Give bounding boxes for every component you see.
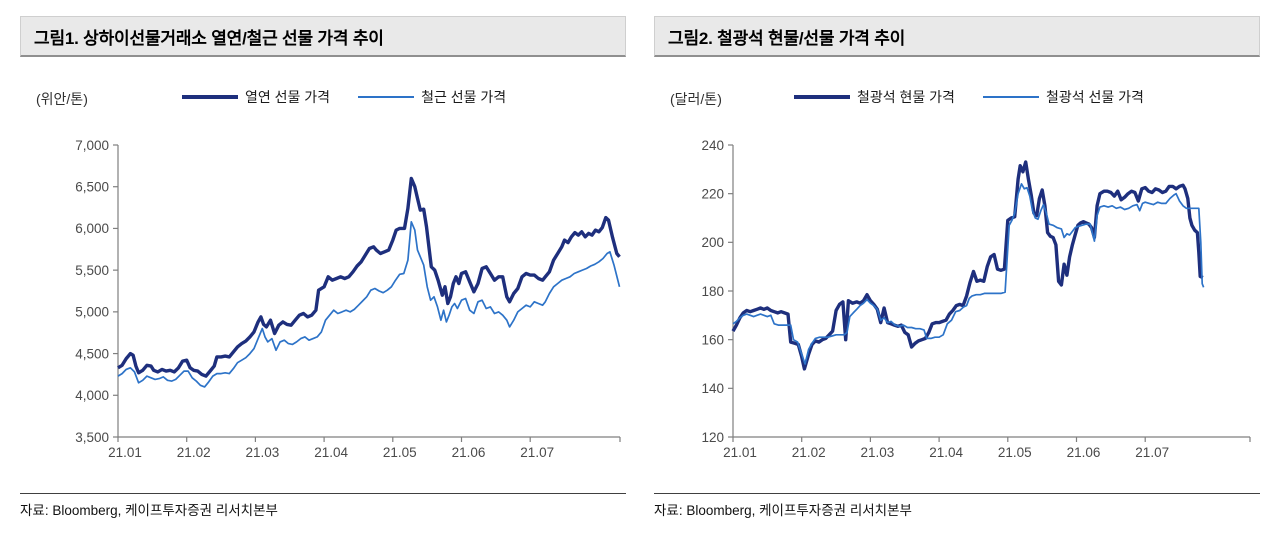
- series-line-1: [732, 183, 1205, 365]
- figure2-title: 그림2. 철광석 현물/선물 가격 추이: [668, 28, 906, 48]
- legend-item: 철광석 선물 가격: [982, 87, 1144, 107]
- y-tick-label: 7,000: [75, 138, 109, 153]
- y-tick-label: 140: [701, 381, 724, 396]
- y-tick-label: 5,000: [75, 305, 109, 320]
- y-tick-label: 4,000: [75, 388, 109, 403]
- y-tick-label: 120: [701, 430, 724, 445]
- figure1-chart-region: (위안/톤) 열연 선물 가격 철근 선물 가격 7,000 6,500 6,000…: [20, 75, 626, 475]
- figure1-title: 그림1. 상하이선물거래소 열연/철근 선물 가격 추이: [34, 28, 384, 48]
- legend-item: 열연 선물 가격: [182, 87, 330, 107]
- series-line-0: [117, 176, 621, 378]
- figure1-legend: 열연 선물 가격 철근 선물 가격: [182, 87, 506, 107]
- y-tick-label: 240: [701, 138, 724, 153]
- y-tick-label: 5,500: [75, 263, 109, 278]
- legend-label: 철광석 선물 가격: [1045, 89, 1144, 105]
- series-line-0: [731, 160, 1204, 371]
- figure2-legend: 철광석 현물 가격 철광석 선물 가격: [794, 87, 1144, 107]
- y-tick-label: 3,500: [75, 430, 109, 445]
- figure-panel-1: 그림1. 상하이선물거래소 열연/철근 선물 가격 추이 (위안/톤) 열연 선…: [20, 16, 626, 518]
- legend-item: 철근 선물 가격: [358, 87, 506, 107]
- legend-item: 철광석 현물 가격: [794, 87, 955, 107]
- x-tick-label: 21.04: [929, 445, 963, 460]
- y-tick-label: 6,500: [75, 180, 109, 195]
- figure1-line-chart: 7,000 6,500 6,000 5,500 5,000 4,500 4,000 3,500…: [75, 138, 621, 460]
- y-tick-label: 160: [701, 332, 724, 347]
- x-tick-label: 21.03: [246, 445, 280, 460]
- figure1-source-note: 자료: Bloomberg, 케이프투자증권 리서치본부: [20, 493, 626, 519]
- x-tick-label: 21.01: [723, 445, 757, 460]
- figure2-source-note: 자료: Bloomberg, 케이프투자증권 리서치본부: [654, 493, 1260, 519]
- figure2-y-axis-unit: (달러/톤): [670, 91, 722, 107]
- y-tick-label: 200: [701, 235, 724, 250]
- x-tick-label: 21.07: [520, 445, 554, 460]
- legend-label: 철근 선물 가격: [421, 89, 507, 105]
- light-line-swatch: [982, 96, 1039, 98]
- figure-panel-2: 그림2. 철광석 현물/선물 가격 추이 (달러/톤) 철광석 현물 가격 철광…: [654, 16, 1260, 518]
- x-tick-label: 21.01: [108, 445, 142, 460]
- x-tick-label: 21.07: [1135, 445, 1169, 460]
- x-tick-label: 21.06: [452, 445, 486, 460]
- x-tick-label: 21.03: [861, 445, 895, 460]
- source-text: 자료: Bloomberg, 케이프투자증권 리서치본부: [20, 503, 278, 518]
- figure1-y-axis-unit: (위안/톤): [36, 91, 88, 107]
- figure2-title-bar: 그림2. 철광석 현물/선물 가격 추이: [654, 16, 1260, 57]
- x-tick-label: 21.02: [177, 445, 211, 460]
- dark-line-swatch: [182, 95, 238, 99]
- x-tick-label: 21.06: [1067, 445, 1101, 460]
- y-tick-label: 6,000: [75, 221, 109, 236]
- axis-lines: [732, 145, 1250, 438]
- y-tick-label: 4,500: [75, 346, 109, 361]
- x-tick-label: 21.05: [383, 445, 417, 460]
- dark-line-swatch: [794, 95, 850, 99]
- legend-label: 철광석 현물 가격: [857, 89, 955, 105]
- figure1-title-bar: 그림1. 상하이선물거래소 열연/철근 선물 가격 추이: [20, 16, 626, 57]
- source-text: 자료: Bloomberg, 케이프투자증권 리서치본부: [654, 503, 912, 518]
- figure2-chart-region: (달러/톤) 철광석 현물 가격 철광석 선물 가격 240 220 200 180 1…: [654, 75, 1260, 475]
- axis-lines: [117, 145, 620, 438]
- legend-label: 열연 선물 가격: [245, 89, 331, 105]
- x-tick-label: 21.04: [314, 445, 348, 460]
- series-line-1: [117, 220, 621, 388]
- light-line-swatch: [358, 96, 415, 98]
- x-tick-label: 21.02: [792, 445, 826, 460]
- x-tick-label: 21.05: [998, 445, 1032, 460]
- y-tick-label: 220: [701, 186, 724, 201]
- y-tick-label: 180: [701, 284, 724, 299]
